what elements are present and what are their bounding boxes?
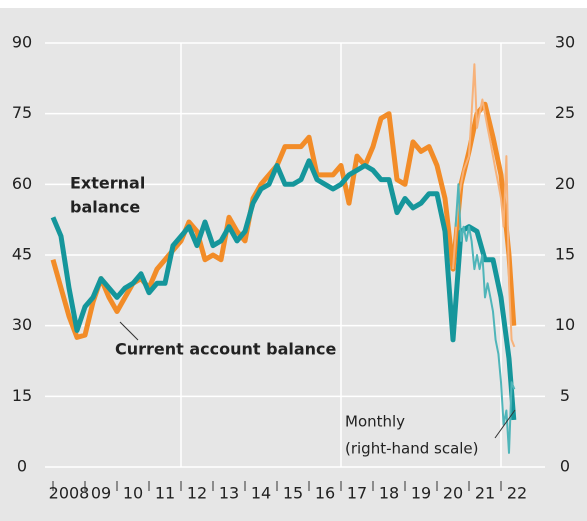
y-tick-label: 45 <box>12 245 32 264</box>
annotation: (right-hand scale) <box>345 440 479 458</box>
series-line <box>50 101 517 340</box>
x-tick-label: 09 <box>91 484 111 503</box>
leader-line <box>494 409 516 439</box>
y-tick-label: 15 <box>12 386 32 405</box>
x-tick-label: 2008 <box>49 484 90 503</box>
y-tick-label: 0 <box>17 457 27 476</box>
y2-tick-label: 5 <box>560 386 570 405</box>
y-tick-label: 60 <box>12 174 32 193</box>
x-tick-label: 10 <box>123 484 143 503</box>
x-tick-label: 12 <box>187 484 207 503</box>
x-tick-label: 11 <box>155 484 175 503</box>
series-line <box>454 183 516 454</box>
x-tick-label: 15 <box>283 484 303 503</box>
y2-tick-label: 25 <box>555 103 575 122</box>
annotation: External <box>70 174 145 193</box>
y-tick-label: 30 <box>12 315 32 334</box>
y-tick-label: 75 <box>12 103 32 122</box>
y2-tick-label: 15 <box>555 245 575 264</box>
x-tick-label: 21 <box>475 484 495 503</box>
x-tick-label: 20 <box>443 484 463 503</box>
x-tick-label: 14 <box>251 484 271 503</box>
x-tick-label: 16 <box>315 484 335 503</box>
series-line <box>452 63 516 348</box>
annotation: balance <box>70 198 140 217</box>
top-band <box>0 0 587 8</box>
x-tick-label: 22 <box>507 484 527 503</box>
annotation: Monthly <box>345 413 405 431</box>
annotation: Current account balance <box>115 340 337 359</box>
x-tick-label: 18 <box>379 484 399 503</box>
x-tick-label: 13 <box>219 484 239 503</box>
y2-tick-label: 20 <box>555 174 575 193</box>
x-tick-label: 19 <box>411 484 431 503</box>
series-line <box>50 158 517 421</box>
y2-tick-label: 0 <box>560 457 570 476</box>
y2-tick-label: 10 <box>555 315 575 334</box>
leader-line <box>119 321 139 341</box>
y-tick-label: 90 <box>12 33 32 52</box>
y2-tick-label: 30 <box>555 33 575 52</box>
x-tick-label: 17 <box>347 484 367 503</box>
